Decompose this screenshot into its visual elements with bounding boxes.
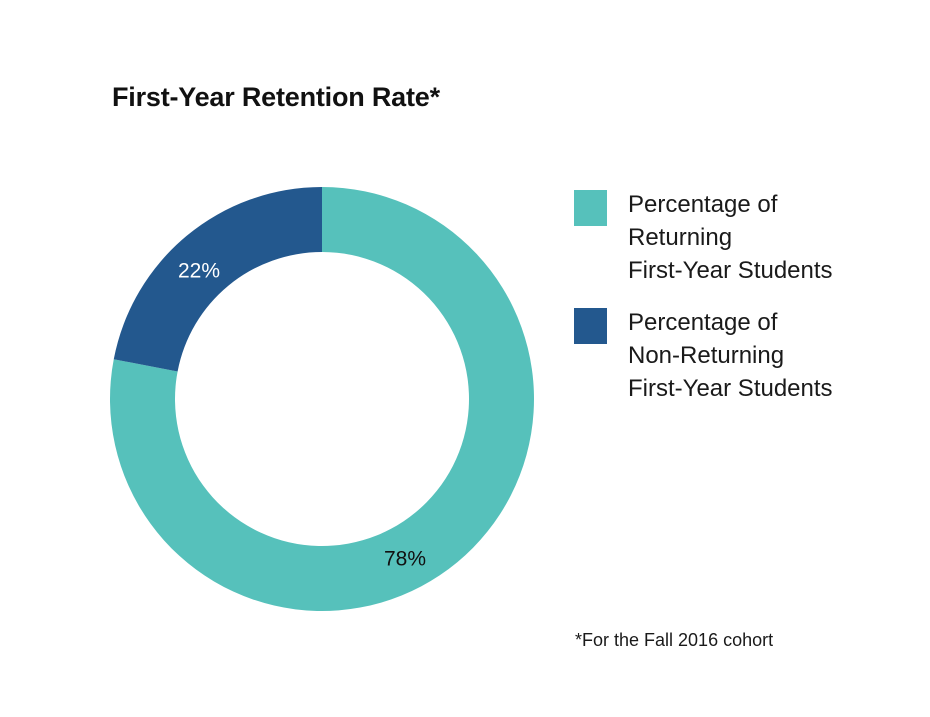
legend-label-line: Non-Returning — [628, 342, 785, 369]
legend-label-line: Percentage of — [628, 309, 778, 336]
footnote: *For the Fall 2016 cohort — [575, 630, 774, 650]
legend-swatch-non-returning — [574, 308, 607, 344]
data-label-returning: 78% — [384, 548, 426, 571]
data-label-non-returning: 22% — [178, 260, 220, 283]
legend-swatch-returning — [574, 190, 607, 226]
legend-item-non-returning: Percentage of Non-Returning First-Year S… — [574, 306, 914, 424]
legend-label-line: Returning — [628, 224, 733, 251]
legend-label-returning: Percentage of Returning First-Year Stude… — [628, 188, 908, 287]
legend-label-line: First-Year Students — [628, 257, 833, 284]
slice-returning — [110, 187, 534, 612]
legend-label-line: First-Year Students — [628, 375, 833, 402]
legend-item-returning: Percentage of Returning First-Year Stude… — [574, 188, 914, 306]
chart-title: First-Year Retention Rate* — [112, 82, 440, 112]
legend-label-non-returning: Percentage of Non-Returning First-Year S… — [628, 306, 908, 405]
legend-label-line: Percentage of — [628, 191, 778, 218]
slice-non-returning — [113, 187, 323, 372]
legend: Percentage of Returning First-Year Stude… — [574, 188, 914, 424]
